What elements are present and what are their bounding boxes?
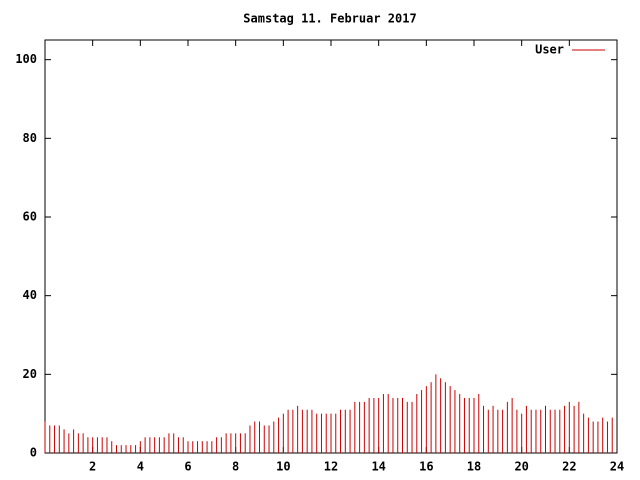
x-tick-label: 10 bbox=[276, 460, 290, 474]
x-tick-label: 2 bbox=[89, 460, 96, 474]
x-tick-label: 20 bbox=[514, 460, 528, 474]
x-tick-label: 16 bbox=[419, 460, 433, 474]
x-tick-label: 24 bbox=[610, 460, 624, 474]
x-tick-label: 18 bbox=[467, 460, 481, 474]
y-tick-label: 40 bbox=[23, 288, 37, 302]
y-tick-label: 60 bbox=[23, 210, 37, 224]
x-tick-label: 4 bbox=[137, 460, 144, 474]
y-tick-label: 80 bbox=[23, 131, 37, 145]
x-tick-label: 6 bbox=[184, 460, 191, 474]
y-tick-label: 100 bbox=[15, 52, 37, 66]
x-tick-label: 22 bbox=[562, 460, 576, 474]
x-tick-label: 12 bbox=[324, 460, 338, 474]
x-tick-label: 14 bbox=[371, 460, 385, 474]
y-tick-label: 20 bbox=[23, 367, 37, 381]
y-tick-label: 0 bbox=[30, 446, 37, 460]
x-tick-label: 8 bbox=[232, 460, 239, 474]
plot-frame bbox=[44, 39, 618, 454]
legend-label: User bbox=[535, 43, 564, 57]
chart-title: Samstag 11. Februar 2017 bbox=[243, 12, 416, 26]
